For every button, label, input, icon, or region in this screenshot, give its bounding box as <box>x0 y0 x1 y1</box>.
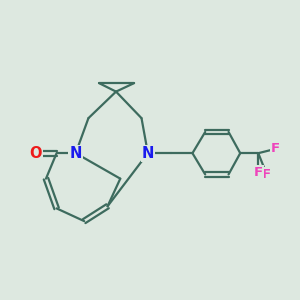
Text: F: F <box>254 166 263 179</box>
Text: F: F <box>262 168 271 181</box>
Text: N: N <box>142 146 154 161</box>
Text: O: O <box>29 146 42 161</box>
Text: F: F <box>271 142 280 155</box>
Text: N: N <box>70 146 82 161</box>
